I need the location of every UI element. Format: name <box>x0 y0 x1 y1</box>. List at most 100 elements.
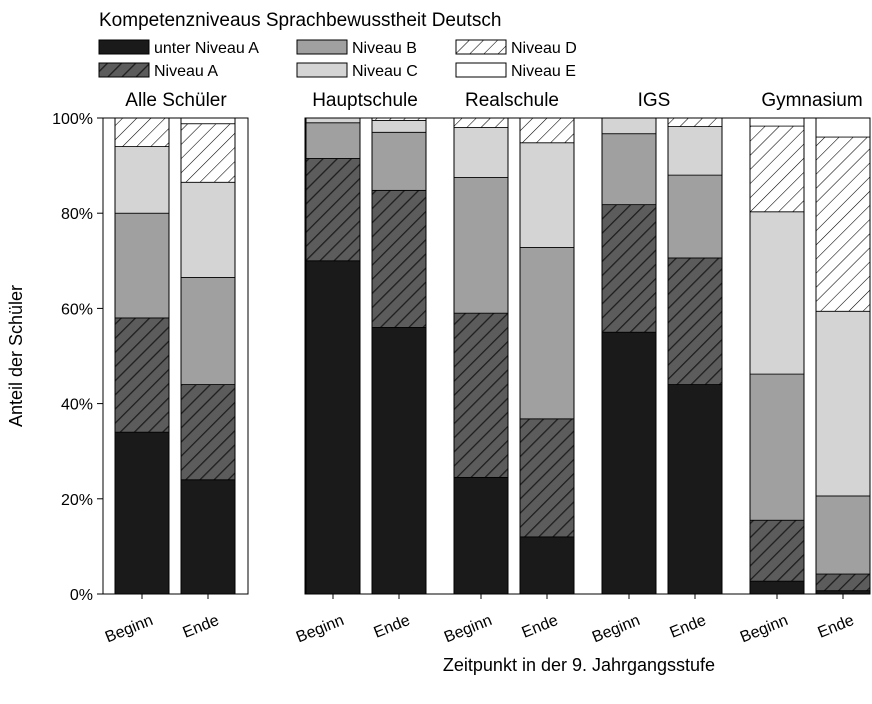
bar-segment-niveau-b <box>305 122 361 159</box>
panel-label-igs: IGS <box>638 90 671 111</box>
bar-segment-niveau-e <box>749 117 805 127</box>
bar-segment-niveau-a <box>371 189 427 328</box>
bar-segment-niveau-a <box>815 573 871 592</box>
bar-segment-niveau-a <box>114 317 170 433</box>
bar-segment-niveau-b <box>453 177 509 314</box>
legend-label-niveau-a: Niveau A <box>154 63 218 80</box>
bar-segment-niveau-e <box>180 117 236 125</box>
bar-segment-niveau-c <box>815 310 871 497</box>
bar-segment-niveau-a <box>667 257 723 385</box>
x-tick-label-beginn: Beginn <box>442 612 495 646</box>
y-tick-label: 20% <box>61 492 93 509</box>
bar-segment-niveau-a <box>305 158 361 262</box>
bar-segment-unter-niveau-a <box>601 331 657 595</box>
legend-swatch-niveau-d <box>455 39 507 55</box>
y-tick-label: 100% <box>52 111 93 128</box>
bar-segment-niveau-b <box>601 133 657 206</box>
x-tick-label-ende: Ende <box>371 612 412 642</box>
bar-segment-niveau-a <box>601 204 657 333</box>
bar-realschule-beginn <box>453 117 509 595</box>
bar-segment-unter-niveau-a <box>519 536 575 595</box>
legend-swatch-niveau-c <box>296 62 348 78</box>
x-tick-label-ende: Ende <box>815 612 856 642</box>
bar-segment-niveau-d <box>519 117 575 144</box>
x-tick-label-beginn: Beginn <box>103 612 156 646</box>
bar-segment-niveau-b <box>667 174 723 259</box>
panel-label-realschule: Realschule <box>465 90 559 111</box>
bar-segment-unter-niveau-a <box>305 260 361 595</box>
bar-segment-niveau-d <box>180 123 236 183</box>
bar-segment-niveau-c <box>667 126 723 176</box>
bar-segment-niveau-c <box>749 211 805 375</box>
x-tick-label-ende: Ende <box>180 612 221 642</box>
y-tick-label: 0% <box>70 587 93 604</box>
panel-frame-alle-schueler <box>102 117 249 595</box>
legend-label-niveau-b: Niveau B <box>352 40 417 57</box>
panel-alle-schueler: Alle Schüler Beginn Ende <box>103 90 236 646</box>
bar-segment-niveau-b <box>114 212 170 319</box>
legend-label-unter-niveau-a: unter Niveau A <box>154 40 259 57</box>
bar-segment-niveau-b <box>371 131 427 191</box>
legend: unter Niveau A Niveau A Niveau B Niveau C Ni… <box>98 39 577 80</box>
legend-title: Kompetenzniveaus Sprachbewusstheit Deuts… <box>99 10 501 31</box>
bar-segment-niveau-c <box>371 119 427 133</box>
legend-swatch-unter-niveau-a <box>98 39 150 55</box>
legend-swatch-niveau-e <box>455 62 507 78</box>
panel-realschule: Realschule Beginn Ende <box>442 90 575 646</box>
bar-alle-schueler-beginn <box>114 117 170 595</box>
bar-segment-unter-niveau-a <box>114 431 170 595</box>
bar-segment-niveau-b <box>519 247 575 420</box>
panel-gymnasium: Gymnasium Beginn Ende <box>738 90 871 646</box>
legend-label-niveau-e: Niveau E <box>511 63 576 80</box>
bar-segment-niveau-d <box>667 117 723 127</box>
legend-swatch-niveau-b <box>296 39 348 55</box>
bar-segment-niveau-d <box>749 125 805 213</box>
x-tick-label-beginn: Beginn <box>294 612 347 646</box>
bar-segment-niveau-d <box>453 117 509 128</box>
x-tick-label-ende: Ende <box>667 612 708 642</box>
legend-label-niveau-d: Niveau D <box>511 40 577 57</box>
panel-label-hauptschule: Hauptschule <box>312 90 418 111</box>
bar-segment-unter-niveau-a <box>371 327 427 595</box>
bar-realschule-ende <box>519 117 575 595</box>
chart-panels: Alle Schüler Beginn Ende Hauptschule Beginn E… <box>102 90 871 646</box>
bar-segment-unter-niveau-a <box>180 479 236 595</box>
y-tick-label: 60% <box>61 301 93 318</box>
bar-segment-niveau-b <box>180 277 236 385</box>
x-tick-label-beginn: Beginn <box>590 612 643 646</box>
y-tick-label: 80% <box>61 206 93 223</box>
bar-segment-niveau-c <box>519 142 575 248</box>
bar-segment-niveau-b <box>815 495 871 575</box>
x-axis-label: Zeitpunkt in der 9. Jahrgangsstufe <box>443 655 715 675</box>
bar-segment-niveau-a <box>453 312 509 478</box>
bar-segment-niveau-c <box>114 146 170 214</box>
bar-alle-schueler-ende <box>180 117 236 595</box>
y-axis-label: Anteil der Schüler <box>6 285 26 427</box>
legend-swatch-niveau-a <box>98 62 150 78</box>
bar-segment-niveau-d <box>815 136 871 312</box>
bar-segment-niveau-a <box>519 418 575 538</box>
bar-segment-niveau-a <box>180 384 236 481</box>
x-tick-label-ende: Ende <box>519 612 560 642</box>
bar-segment-unter-niveau-a <box>453 476 509 595</box>
bar-hauptschule-beginn <box>305 117 361 595</box>
bar-segment-unter-niveau-a <box>749 580 805 595</box>
bar-gymnasium-beginn <box>749 117 805 595</box>
y-axis: 0% 20% 40% 60% 80% 100% <box>52 111 103 604</box>
panel-label-alle-schueler: Alle Schüler <box>125 90 227 111</box>
bar-igs-ende <box>667 117 723 595</box>
bar-segment-niveau-c <box>601 117 657 135</box>
panel-hauptschule: Hauptschule Beginn Ende <box>294 90 427 646</box>
bar-segment-niveau-b <box>749 373 805 521</box>
bar-segment-niveau-c <box>180 181 236 278</box>
x-tick-label-beginn: Beginn <box>738 612 791 646</box>
bar-segment-niveau-a <box>749 519 805 582</box>
bar-segment-niveau-c <box>453 127 509 178</box>
legend-label-niveau-c: Niveau C <box>352 63 418 80</box>
bar-segment-niveau-c <box>305 117 361 124</box>
bar-igs-beginn <box>601 117 657 595</box>
bar-segment-niveau-d <box>114 117 170 147</box>
panel-label-gymnasium: Gymnasium <box>761 90 862 111</box>
bar-hauptschule-ende <box>371 117 427 595</box>
